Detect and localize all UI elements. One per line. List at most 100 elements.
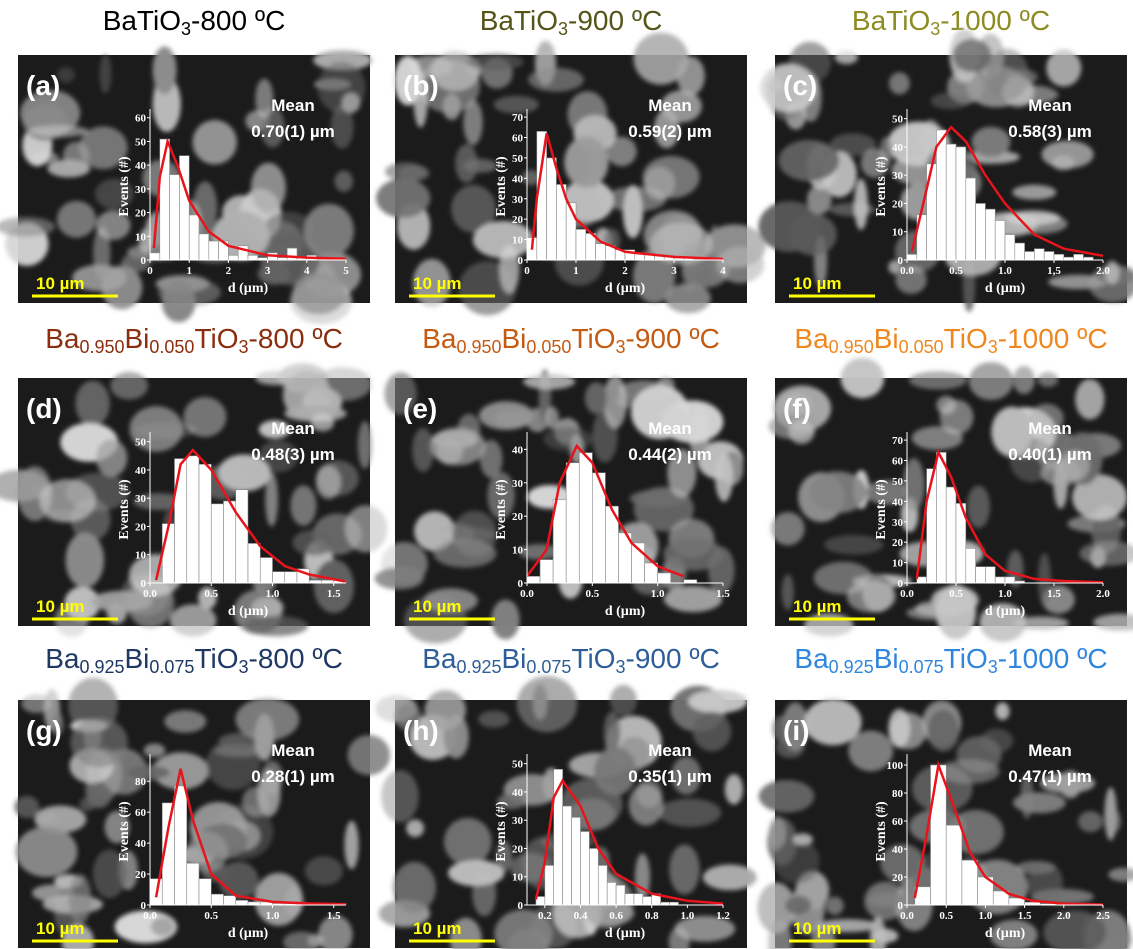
title-text: -900 ºC xyxy=(626,643,720,674)
particle xyxy=(478,711,510,728)
histogram-bar xyxy=(170,175,180,260)
histogram-bar xyxy=(248,255,258,260)
histogram-bar xyxy=(966,178,976,260)
y-tick-label: 40 xyxy=(512,787,524,799)
particle xyxy=(158,279,221,307)
particle xyxy=(903,458,924,511)
histogram-bar xyxy=(625,894,634,905)
y-tick-label: 60 xyxy=(892,816,904,828)
y-axis-label: Events (#) xyxy=(874,156,889,217)
histogram-bar xyxy=(946,144,956,260)
particle xyxy=(30,151,58,163)
title-subscript: 3 xyxy=(988,337,998,357)
particle xyxy=(1013,366,1035,394)
scale-bar-label: 10 µm xyxy=(793,274,842,293)
particle xyxy=(144,744,166,758)
particle xyxy=(345,505,388,552)
particle xyxy=(398,165,430,181)
particle xyxy=(164,710,206,732)
x-tick-label: 2.5 xyxy=(1096,910,1110,922)
particle xyxy=(835,50,858,64)
histogram-bar xyxy=(576,229,586,260)
title-subscript: 3 xyxy=(988,657,998,677)
particle xyxy=(623,185,643,238)
y-tick-label: 70 xyxy=(512,112,524,124)
histogram-bar xyxy=(946,487,956,583)
panel-title: Ba0.925Bi0.075TiO3-900 ºC xyxy=(422,643,720,677)
y-tick-label: 0 xyxy=(518,900,524,912)
particle xyxy=(585,382,608,414)
mean-label: Mean xyxy=(271,419,314,438)
y-tick-label: 50 xyxy=(512,759,524,771)
particle xyxy=(688,690,747,713)
histogram-bar xyxy=(962,860,978,905)
particle xyxy=(953,39,992,73)
particle xyxy=(463,100,482,145)
panel-label: (g) xyxy=(26,715,62,746)
histogram-bar xyxy=(598,865,607,905)
scale-bar-label: 10 µm xyxy=(793,919,842,938)
histogram-bar xyxy=(616,885,625,905)
title-subscript: 3 xyxy=(616,657,626,677)
particle xyxy=(759,780,815,813)
y-axis-label: Events (#) xyxy=(874,801,889,862)
particle xyxy=(375,568,424,590)
x-tick-label: 0.0 xyxy=(900,588,914,600)
x-axis-label: d (µm) xyxy=(985,281,1026,296)
x-axis-label: d (µm) xyxy=(605,281,646,296)
particle xyxy=(183,397,226,437)
x-tick-label: 0.5 xyxy=(585,588,599,600)
title-text: Bi xyxy=(124,643,149,674)
particle xyxy=(995,702,1009,720)
particle xyxy=(568,91,608,137)
mean-value: 0.48(3) µm xyxy=(251,445,335,464)
particle xyxy=(1107,809,1121,832)
y-tick-label: 80 xyxy=(892,788,904,800)
histogram-bar xyxy=(228,255,238,260)
histogram-bar xyxy=(936,452,946,583)
title-text: Ba xyxy=(794,643,829,674)
histogram-bar xyxy=(956,147,966,260)
particle xyxy=(793,833,813,845)
particle xyxy=(1046,49,1081,86)
particle xyxy=(517,676,577,732)
mean-label: Mean xyxy=(271,96,314,115)
title-text: TiO xyxy=(571,323,615,354)
x-tick-label: 0.5 xyxy=(949,265,963,277)
particle xyxy=(290,485,316,526)
particle xyxy=(468,54,524,71)
x-axis-label: d (µm) xyxy=(605,604,646,619)
histogram-bar xyxy=(684,580,697,583)
particle xyxy=(829,203,875,216)
title-text: -900 ºC xyxy=(568,5,662,36)
y-tick-label: 30 xyxy=(892,170,904,182)
x-tick-label: 1,5 xyxy=(1047,265,1061,277)
histogram-bar xyxy=(563,806,572,905)
particle xyxy=(381,770,419,822)
histogram-bar xyxy=(946,825,962,905)
x-axis-label: d (µm) xyxy=(985,926,1026,941)
y-tick-label: 60 xyxy=(512,133,524,145)
particle xyxy=(376,178,430,218)
histogram-bar xyxy=(199,464,211,583)
histogram-bar xyxy=(936,130,946,260)
y-tick-label: 50 xyxy=(892,114,904,126)
mean-label: Mean xyxy=(648,96,691,115)
histogram-bar xyxy=(189,215,199,260)
panel: (g)Mean0.28(1) µm10 µm0204060800.00.51.0… xyxy=(14,678,390,949)
x-tick-label: 2.0 xyxy=(1096,265,1110,277)
x-tick-label: 2.0 xyxy=(1096,588,1110,600)
particle xyxy=(433,539,496,567)
y-tick-label: 10 xyxy=(512,872,524,884)
title-text: TiO xyxy=(194,643,238,674)
histogram-bar xyxy=(211,504,223,583)
histogram-bar xyxy=(1005,577,1015,583)
particle xyxy=(304,204,354,258)
particle xyxy=(1042,141,1094,169)
y-tick-label: 50 xyxy=(135,437,147,449)
x-tick-label: 1.0 xyxy=(998,265,1012,277)
title-text: BaTiO xyxy=(480,5,558,36)
panel: (i)Mean0.47(1) µm10 µm0204060801000.00.5… xyxy=(758,699,1133,949)
y-tick-label: 20 xyxy=(512,214,524,226)
title-subscript: 3 xyxy=(930,19,940,39)
